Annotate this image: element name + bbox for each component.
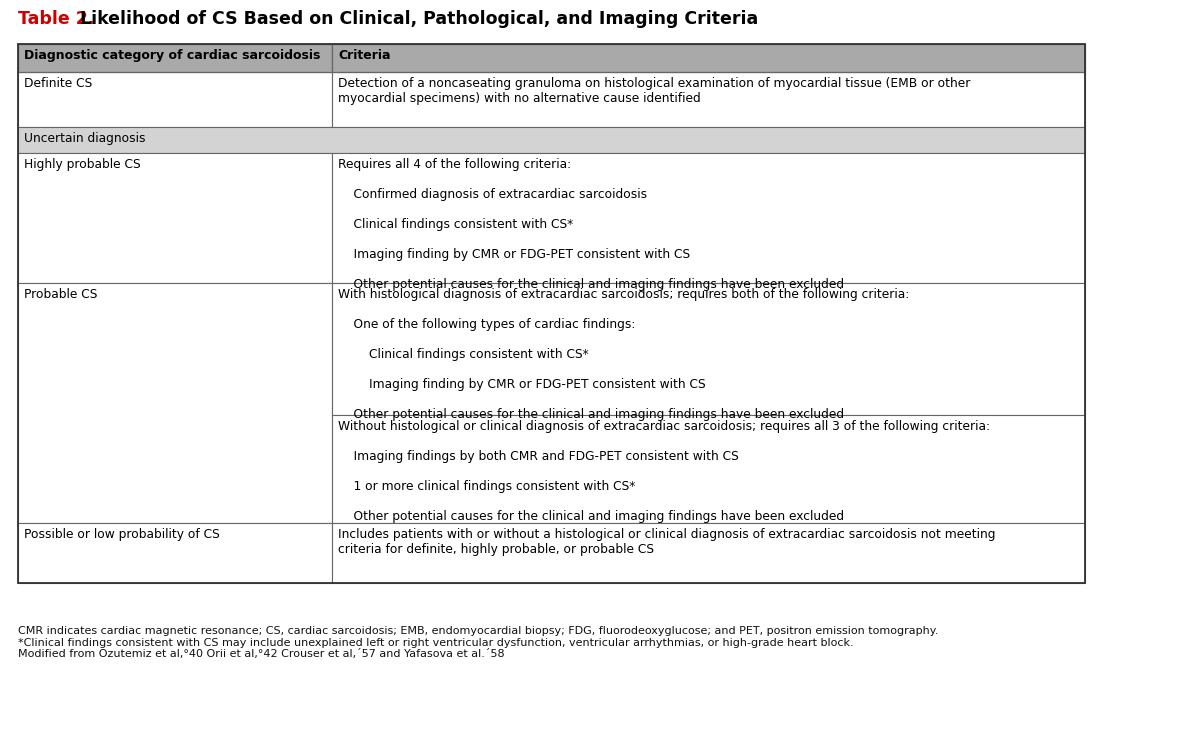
Text: Uncertain diagnosis: Uncertain diagnosis <box>24 132 145 145</box>
Bar <box>332 523 1085 583</box>
Text: Definite CS: Definite CS <box>24 77 92 90</box>
Text: Probable CS: Probable CS <box>24 288 97 301</box>
Text: Likelihood of CS Based on Clinical, Pathological, and Imaging Criteria: Likelihood of CS Based on Clinical, Path… <box>80 10 758 28</box>
Bar <box>18 153 332 283</box>
Text: Highly probable CS: Highly probable CS <box>24 158 140 171</box>
Bar <box>18 283 332 523</box>
Text: Without histological or clinical diagnosis of extracardiac sarcoidosis; requires: Without histological or clinical diagnos… <box>338 420 990 523</box>
Bar <box>18 44 1085 583</box>
Text: Includes patients with or without a histological or clinical diagnosis of extrac: Includes patients with or without a hist… <box>338 528 996 556</box>
Bar <box>18 127 1085 153</box>
Bar <box>18 72 332 127</box>
Text: Table 2.: Table 2. <box>18 10 95 28</box>
Bar <box>332 44 1085 72</box>
Bar <box>18 44 332 72</box>
Bar <box>18 523 332 583</box>
Text: Requires all 4 of the following criteria:

    Confirmed diagnosis of extracardi: Requires all 4 of the following criteria… <box>338 158 844 291</box>
Text: Detection of a noncaseating granuloma on histological examination of myocardial : Detection of a noncaseating granuloma on… <box>338 77 971 105</box>
Bar <box>332 283 1085 415</box>
Text: CMR indicates cardiac magnetic resonance; CS, cardiac sarcoidosis; EMB, endomyoc: CMR indicates cardiac magnetic resonance… <box>18 626 938 659</box>
Bar <box>332 415 1085 523</box>
Bar <box>332 153 1085 283</box>
Text: Diagnostic category of cardiac sarcoidosis: Diagnostic category of cardiac sarcoidos… <box>24 49 320 62</box>
Text: With histological diagnosis of extracardiac sarcoidosis; requires both of the fo: With histological diagnosis of extracard… <box>338 288 910 421</box>
Text: Criteria: Criteria <box>338 49 390 62</box>
Text: Possible or low probability of CS: Possible or low probability of CS <box>24 528 220 541</box>
Bar <box>332 72 1085 127</box>
